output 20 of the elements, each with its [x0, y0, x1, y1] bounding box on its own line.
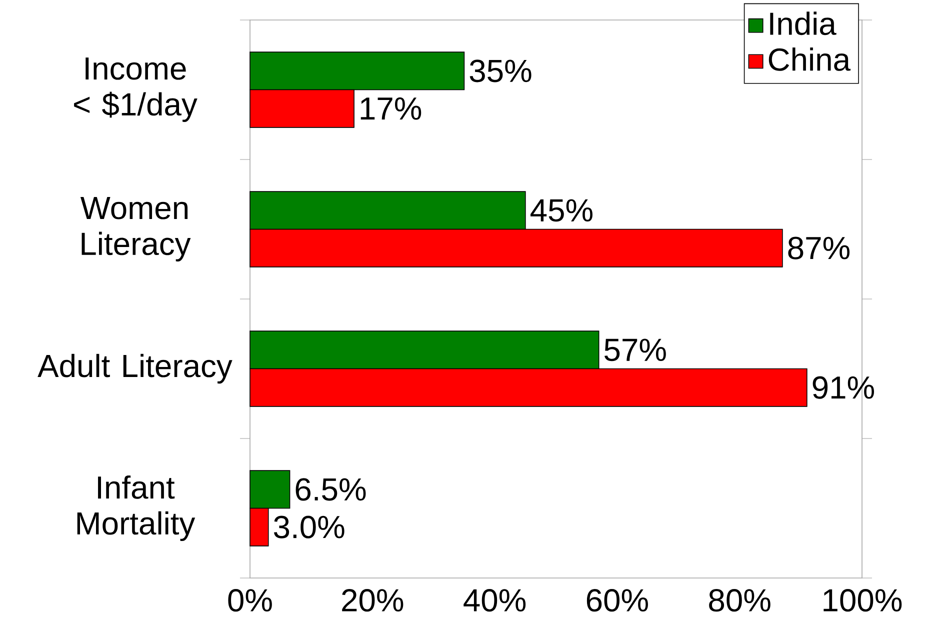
x-tick-label: 0%: [228, 589, 272, 612]
data-label: 87%: [788, 236, 850, 260]
x-tick-label: 40%: [464, 589, 526, 612]
data-label: 45%: [530, 199, 592, 222]
legend-label: China: [768, 48, 851, 71]
y-tick-label: Income < $1/day: [74, 58, 198, 122]
data-label: 35%: [470, 60, 532, 82]
x-tick-label: 60%: [586, 589, 648, 612]
x-tick-label: 100%: [824, 589, 902, 612]
y-tick-label: Infant Mortality: [77, 475, 196, 542]
y-tick-label: Adult Literacy: [38, 354, 232, 384]
x-tick-label: 20%: [342, 589, 404, 612]
data-label: 3.0%: [274, 516, 344, 538]
legend-label: India: [770, 12, 836, 36]
data-label: 91%: [812, 376, 874, 399]
data-label: 6.5%: [296, 478, 366, 501]
x-tick-label: 80%: [709, 589, 770, 612]
data-label: 57%: [604, 338, 666, 362]
y-tick-label: Women Literacy: [80, 197, 191, 262]
data-label: 17%: [360, 97, 422, 120]
